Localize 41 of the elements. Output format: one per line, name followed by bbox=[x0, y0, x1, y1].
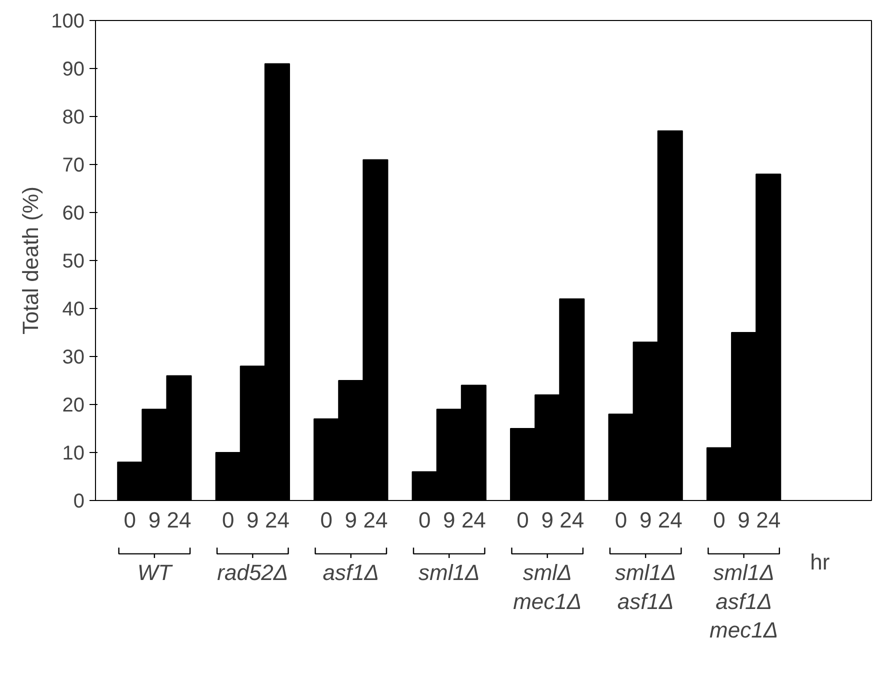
y-tick-label: 10 bbox=[62, 442, 85, 464]
x-tick-label: 24 bbox=[756, 508, 781, 532]
x-tick-label: 9 bbox=[344, 508, 358, 532]
x-tick-label: 24 bbox=[166, 508, 192, 532]
text: sml1Δ asf1Δ bbox=[614, 560, 676, 614]
y-tick-label: 90 bbox=[62, 58, 85, 80]
x-tick-label: 0 bbox=[614, 508, 628, 532]
y-tick-label: 50 bbox=[62, 250, 85, 272]
y-tick-label: 20 bbox=[62, 394, 85, 416]
x-tick-label: 9 bbox=[738, 508, 750, 532]
x-tick-label: 9 bbox=[443, 508, 456, 532]
x-tick-label: 24 bbox=[363, 508, 388, 532]
y-tick-label: 70 bbox=[62, 154, 85, 176]
x-tick-label: 9 bbox=[639, 508, 652, 532]
y-tick-label: 30 bbox=[62, 346, 85, 368]
x-tick-label: 0 bbox=[222, 508, 234, 532]
x-tick-label: 24 bbox=[264, 508, 290, 532]
x-tick-label: 0 bbox=[713, 508, 726, 532]
text: WT bbox=[137, 560, 174, 586]
x-tick-label: 0 bbox=[516, 508, 529, 532]
x-tick-label: 9 bbox=[541, 508, 554, 532]
y-tick-label: 80 bbox=[62, 106, 85, 128]
text: sml1Δ asf1Δ mec1Δ bbox=[710, 560, 778, 643]
x-tick-label: 24 bbox=[658, 508, 682, 532]
text: rad52Δ bbox=[217, 560, 288, 586]
text: sml1Δ bbox=[418, 560, 480, 586]
x-tick-label: 0 bbox=[320, 508, 332, 532]
x-axis-title: hr bbox=[810, 550, 830, 575]
text: smlΔ mec1Δ bbox=[513, 560, 582, 614]
x-tick-label: 0 bbox=[124, 508, 136, 532]
y-tick-label: 0 bbox=[73, 490, 84, 512]
x-tick-label: 24 bbox=[560, 508, 584, 532]
text: asf1Δ bbox=[322, 560, 380, 586]
y-tick-label: 100 bbox=[51, 10, 85, 32]
x-tick-label: 0 bbox=[418, 508, 431, 532]
x-tick-label: 9 bbox=[246, 508, 259, 532]
y-axis-title: Total death (%) bbox=[18, 186, 44, 334]
x-tick-label: 24 bbox=[461, 508, 486, 532]
x-tick-label: 9 bbox=[148, 508, 161, 532]
y-tick-label: 40 bbox=[62, 298, 85, 320]
y-tick-label: 60 bbox=[62, 202, 85, 224]
